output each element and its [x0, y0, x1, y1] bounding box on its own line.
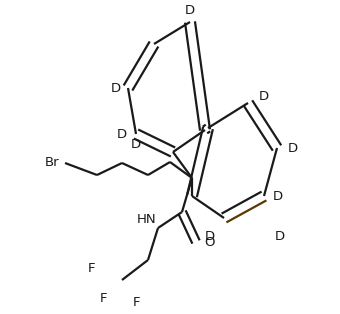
Text: F: F	[87, 262, 95, 274]
Text: D: D	[273, 190, 283, 203]
Text: Br: Br	[45, 156, 59, 170]
Text: D: D	[117, 127, 127, 140]
Text: D: D	[275, 230, 285, 242]
Text: D: D	[131, 138, 141, 150]
Text: D: D	[259, 89, 269, 102]
Text: D: D	[205, 230, 215, 242]
Text: D: D	[288, 142, 298, 154]
Text: D: D	[185, 3, 195, 17]
Text: D: D	[111, 82, 121, 95]
Text: F: F	[133, 295, 141, 308]
Text: F: F	[100, 291, 107, 305]
Text: O: O	[204, 236, 215, 248]
Text: HN: HN	[136, 213, 156, 226]
